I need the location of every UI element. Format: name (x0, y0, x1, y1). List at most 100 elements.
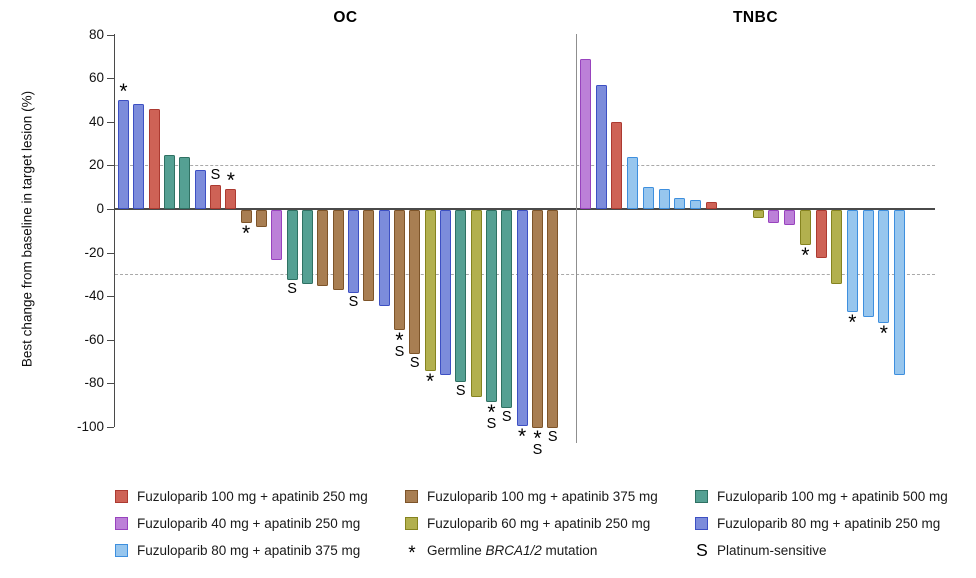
bar (595, 84, 607, 209)
y-tick-label: 80 (88, 26, 104, 42)
bar (424, 209, 436, 372)
bar (439, 209, 451, 376)
y-tick-label: 60 (88, 70, 104, 86)
bar (225, 189, 237, 209)
bar (547, 209, 559, 428)
legend-swatch-purple (115, 517, 128, 530)
y-tick-label: -20 (84, 244, 104, 260)
legend-label: Fuzuloparib 100 mg + apatinib 500 mg (717, 489, 948, 504)
bar (611, 121, 623, 209)
bar (627, 156, 639, 209)
panel-title-oc: OC (333, 9, 358, 26)
y-axis-tick (107, 427, 114, 428)
brca-mutation-asterisk: * (119, 80, 128, 103)
legend-item: Fuzuloparib 60 mg + apatinib 250 mg (405, 510, 658, 537)
legend-label: Platinum-sensitive (717, 543, 827, 558)
bar-symbols: * (873, 322, 895, 346)
bar (894, 209, 905, 376)
platinum-sensitive-mark: S (210, 167, 221, 184)
bar (332, 209, 344, 291)
bar (642, 187, 654, 209)
bar (409, 209, 421, 354)
platinum-sensitive-mark: S (501, 409, 512, 426)
bar-symbols: * (419, 371, 441, 392)
brca-mutation-asterisk: * (395, 328, 404, 352)
y-axis-tick (107, 78, 114, 80)
bar-symbols: S (496, 409, 518, 426)
y-tick-label: 0 (96, 201, 104, 216)
y-axis-tick (107, 339, 114, 341)
legend-item: Fuzuloparib 100 mg + apatinib 500 mg (695, 483, 948, 510)
bar (133, 104, 145, 209)
legend-swatch-olive (405, 517, 418, 530)
platinum-sensitive-mark: S (455, 382, 466, 399)
bar (179, 156, 191, 209)
panel-title-tnbc: TNBC (732, 9, 779, 26)
bar-symbols: * (841, 312, 863, 333)
legend-label: Fuzuloparib 80 mg + apatinib 250 mg (717, 516, 941, 531)
bar (658, 189, 670, 209)
bar-symbols: * S (480, 400, 502, 431)
bar (163, 154, 175, 209)
bar-symbols: * (235, 223, 257, 244)
bar (317, 209, 329, 287)
y-tick-label: 40 (88, 113, 104, 129)
y-tick-label: -100 (76, 419, 104, 434)
bar-symbols: S (542, 428, 564, 445)
legend-item: Fuzuloparib 80 mg + apatinib 375 mg (115, 537, 368, 564)
bar-symbols: * (220, 169, 242, 193)
brca-mutation-asterisk: * (408, 542, 416, 564)
y-tick-label: -60 (84, 331, 104, 347)
platinum-sensitive-mark: S (287, 280, 297, 297)
bar-symbols: S (281, 280, 303, 297)
bar (501, 209, 513, 409)
brca-mutation-asterisk: * (533, 426, 542, 450)
bar (752, 209, 764, 219)
panel-divider (576, 34, 577, 443)
platinum-sensitive-mark: S (696, 540, 708, 560)
bar (301, 209, 313, 284)
bar-symbols: S (204, 167, 226, 184)
bar (768, 209, 780, 223)
legend-item: Fuzuloparib 80 mg + apatinib 250 mg (695, 510, 948, 537)
legend-swatch-lightblue (115, 544, 128, 557)
legend-item: * Germline BRCA1/2 mutation (405, 537, 658, 564)
brca-mutation-asterisk: * (226, 169, 235, 193)
y-axis-tick (107, 296, 114, 298)
legend-item: S Platinum-sensitive (695, 537, 948, 564)
bar-symbols: * (511, 424, 533, 448)
bar (485, 209, 497, 402)
platinum-sensitive-mark: S (547, 428, 558, 445)
legend-swatch-brown (405, 490, 418, 503)
brca-mutation-asterisk: * (517, 424, 527, 448)
brca-mutation-asterisk: * (879, 322, 888, 346)
bar (878, 209, 890, 324)
bar (118, 100, 129, 209)
zero-baseline (115, 208, 935, 210)
legend-swatch-teal (695, 490, 708, 503)
y-axis-tick (107, 209, 114, 210)
legend-label: Fuzuloparib 40 mg + apatinib 250 mg (137, 516, 361, 531)
platinum-sensitive-mark: S (394, 343, 405, 360)
bar-symbols: S (342, 294, 364, 309)
bar (689, 200, 701, 209)
bar (378, 209, 390, 306)
bar (209, 185, 221, 209)
bar (580, 58, 591, 209)
legend-swatch-red (115, 490, 128, 503)
bar (862, 209, 874, 317)
bar-symbols: * (794, 245, 816, 266)
bar-symbols: * S (388, 328, 410, 360)
brca-mutation-asterisk: * (487, 400, 496, 424)
y-axis-line (113, 34, 115, 427)
y-axis-tick (107, 383, 114, 385)
legend: Fuzuloparib 100 mg + apatinib 250 mg Fuzu… (115, 483, 965, 568)
bar (194, 169, 206, 209)
legend-label: Fuzuloparib 80 mg + apatinib 375 mg (137, 543, 361, 558)
y-axis-tick (107, 165, 114, 167)
bar (255, 209, 267, 228)
bar (455, 209, 467, 382)
bar (705, 202, 717, 209)
bar (799, 209, 811, 245)
